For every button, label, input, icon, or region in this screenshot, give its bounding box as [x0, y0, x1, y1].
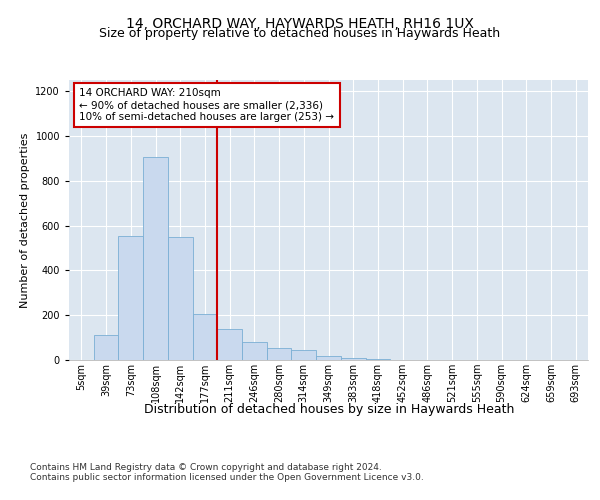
Bar [242, 342, 267, 360]
Bar [365, 359, 390, 360]
Bar [94, 336, 118, 360]
Bar [143, 158, 168, 360]
Text: Distribution of detached houses by size in Haywards Heath: Distribution of detached houses by size … [143, 402, 514, 415]
Bar [168, 237, 193, 360]
Text: 14, ORCHARD WAY, HAYWARDS HEATH, RH16 1UX: 14, ORCHARD WAY, HAYWARDS HEATH, RH16 1U… [126, 18, 474, 32]
Text: Contains HM Land Registry data © Crown copyright and database right 2024.: Contains HM Land Registry data © Crown c… [30, 462, 382, 471]
Bar [292, 350, 316, 360]
Bar [267, 348, 292, 360]
Bar [341, 358, 365, 360]
Y-axis label: Number of detached properties: Number of detached properties [20, 132, 30, 308]
Text: 14 ORCHARD WAY: 210sqm
← 90% of detached houses are smaller (2,336)
10% of semi-: 14 ORCHARD WAY: 210sqm ← 90% of detached… [79, 88, 334, 122]
Bar [316, 356, 341, 360]
Text: Size of property relative to detached houses in Haywards Heath: Size of property relative to detached ho… [100, 28, 500, 40]
Bar [193, 314, 217, 360]
Text: Contains public sector information licensed under the Open Government Licence v3: Contains public sector information licen… [30, 472, 424, 482]
Bar [217, 328, 242, 360]
Bar [118, 236, 143, 360]
